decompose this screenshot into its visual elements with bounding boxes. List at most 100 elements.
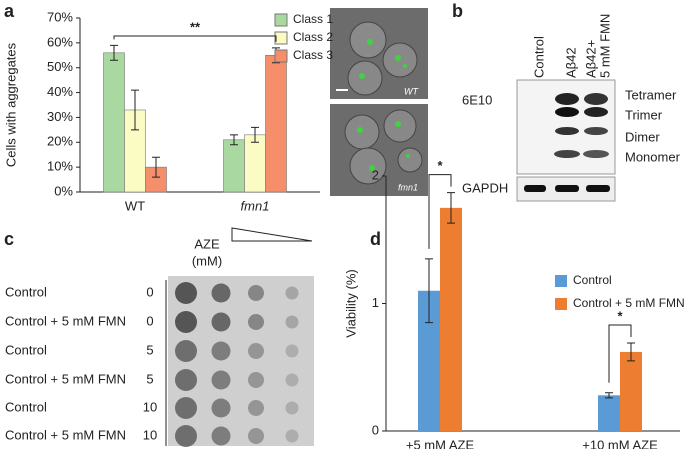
row-label: Control + 5 mM FMN xyxy=(5,427,126,442)
y-tick-label: 20% xyxy=(47,134,73,149)
y-tick-label: 0% xyxy=(54,183,73,198)
significance-bracket xyxy=(428,174,452,249)
panel-label: c xyxy=(4,229,14,249)
panel-label: a xyxy=(4,1,15,21)
legend-swatch xyxy=(555,298,567,310)
legend-label: Control + 5 mM FMN xyxy=(573,296,685,310)
y-axis-label: Cells with aggregates xyxy=(3,42,18,167)
spot xyxy=(285,315,299,329)
spot xyxy=(248,343,264,359)
spot xyxy=(211,370,231,390)
row-value: 5 xyxy=(146,342,153,357)
y-tick-label: 50% xyxy=(47,59,73,74)
error-bar xyxy=(605,392,613,399)
spot xyxy=(175,311,197,333)
spot xyxy=(211,398,231,418)
y-tick-label: 30% xyxy=(47,109,73,124)
panel-label: d xyxy=(370,229,381,249)
x-tick-label: +5 mM AZE xyxy=(406,437,475,449)
significance-label: * xyxy=(617,308,623,323)
significance-label: * xyxy=(437,158,443,173)
legend-label: Control xyxy=(573,273,612,287)
row-value: 0 xyxy=(146,313,153,328)
spot xyxy=(175,282,197,304)
band-label: Tetramer xyxy=(625,87,677,102)
spot xyxy=(175,340,197,362)
band-label: Dimer xyxy=(625,129,660,144)
row-label: Control + 5 mM FMN xyxy=(5,313,126,328)
blot xyxy=(516,79,616,202)
panel-label: b xyxy=(452,1,463,21)
row-label: Control xyxy=(5,342,47,357)
loading-label: GAPDH xyxy=(462,180,508,195)
y-tick-label: 40% xyxy=(47,84,73,99)
bar xyxy=(265,54,287,193)
header-unit: (mM) xyxy=(192,253,222,268)
header: AZE xyxy=(194,236,220,251)
y-tick-label: 2 xyxy=(372,167,379,182)
error-bar xyxy=(447,192,455,224)
error-bar xyxy=(152,156,160,178)
error-bar xyxy=(251,126,259,143)
significance-bracket xyxy=(608,324,632,383)
y-tick-label: 70% xyxy=(47,9,73,24)
bar xyxy=(223,139,245,193)
error-bar xyxy=(131,89,139,131)
legend-label: Class 1 xyxy=(293,12,333,26)
spot xyxy=(175,425,197,447)
spot xyxy=(175,369,197,391)
error-bar xyxy=(425,258,433,324)
spot xyxy=(248,400,264,416)
spot xyxy=(211,341,231,361)
spot xyxy=(211,283,231,303)
row-label: Control xyxy=(5,284,47,299)
error-bar xyxy=(110,44,118,61)
spot xyxy=(248,428,264,444)
bar xyxy=(620,351,642,431)
spot xyxy=(285,286,299,300)
legend-swatch xyxy=(274,31,288,45)
lane-label: Aβ42 xyxy=(563,47,578,78)
row-value: 10 xyxy=(143,427,157,442)
y-tick-label: 1 xyxy=(372,295,379,310)
spot xyxy=(211,312,231,332)
spot xyxy=(175,397,197,419)
x-tick-label: fmn1 xyxy=(241,198,270,213)
legend-swatch xyxy=(555,275,567,287)
legend-label: Class 2 xyxy=(293,30,333,44)
y-axis-label: Viability (%) xyxy=(343,269,358,337)
plate xyxy=(168,276,314,446)
bar xyxy=(103,52,125,193)
gradient-triangle xyxy=(231,227,313,242)
bar xyxy=(418,290,440,431)
row-label: Control + 5 mM FMN xyxy=(5,371,126,386)
error-bar xyxy=(627,342,635,362)
spot xyxy=(285,401,299,415)
image-label: fmn1 xyxy=(398,182,418,192)
bar xyxy=(244,134,266,193)
row-value: 10 xyxy=(143,399,157,414)
bar xyxy=(598,395,620,431)
spot xyxy=(248,372,264,388)
spot xyxy=(248,285,264,301)
spot xyxy=(285,373,299,387)
y-tick-label: 10% xyxy=(47,159,73,174)
row-label: Control xyxy=(5,399,47,414)
significance-label: ** xyxy=(190,19,201,34)
legend-label: Class 3 xyxy=(293,48,333,62)
spot xyxy=(248,314,264,330)
y-tick-label: 60% xyxy=(47,34,73,49)
micrograph: WT xyxy=(330,8,428,99)
bar xyxy=(440,207,462,431)
band-label: Trimer xyxy=(625,107,663,122)
spot xyxy=(285,344,299,358)
spot xyxy=(211,426,231,446)
x-tick-label: WT xyxy=(125,198,145,213)
legend-swatch xyxy=(274,49,288,63)
row-value: 0 xyxy=(146,284,153,299)
antibody-label: 6E10 xyxy=(462,92,492,107)
error-bar xyxy=(230,134,238,146)
legend-swatch xyxy=(274,13,288,27)
micrograph: fmn1 xyxy=(330,104,428,196)
